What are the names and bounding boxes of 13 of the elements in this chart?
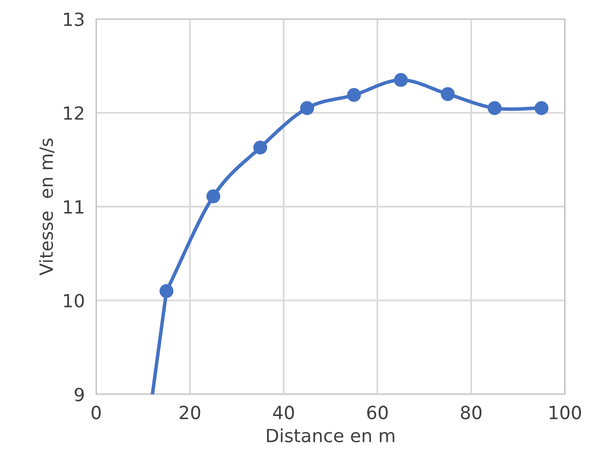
y-tick-label: 11: [64, 200, 84, 214]
x-tick-label: 60: [367, 406, 388, 420]
x-tick-label: 100: [550, 406, 581, 420]
x-tick-label: 40: [273, 406, 294, 420]
y-tick-label: 10: [64, 294, 84, 308]
y-tick-label: 13: [64, 12, 84, 26]
x-tick-label: 0: [92, 406, 101, 420]
y-tick-label: 9: [74, 388, 84, 402]
x-tick-label: 20: [180, 406, 200, 420]
y-tick-label: 12: [64, 106, 84, 120]
y-axis-title: Vitesse en m/s: [39, 138, 54, 276]
x-tick-label: 80: [460, 406, 482, 420]
x-axis-title: Distance en m: [267, 428, 394, 442]
